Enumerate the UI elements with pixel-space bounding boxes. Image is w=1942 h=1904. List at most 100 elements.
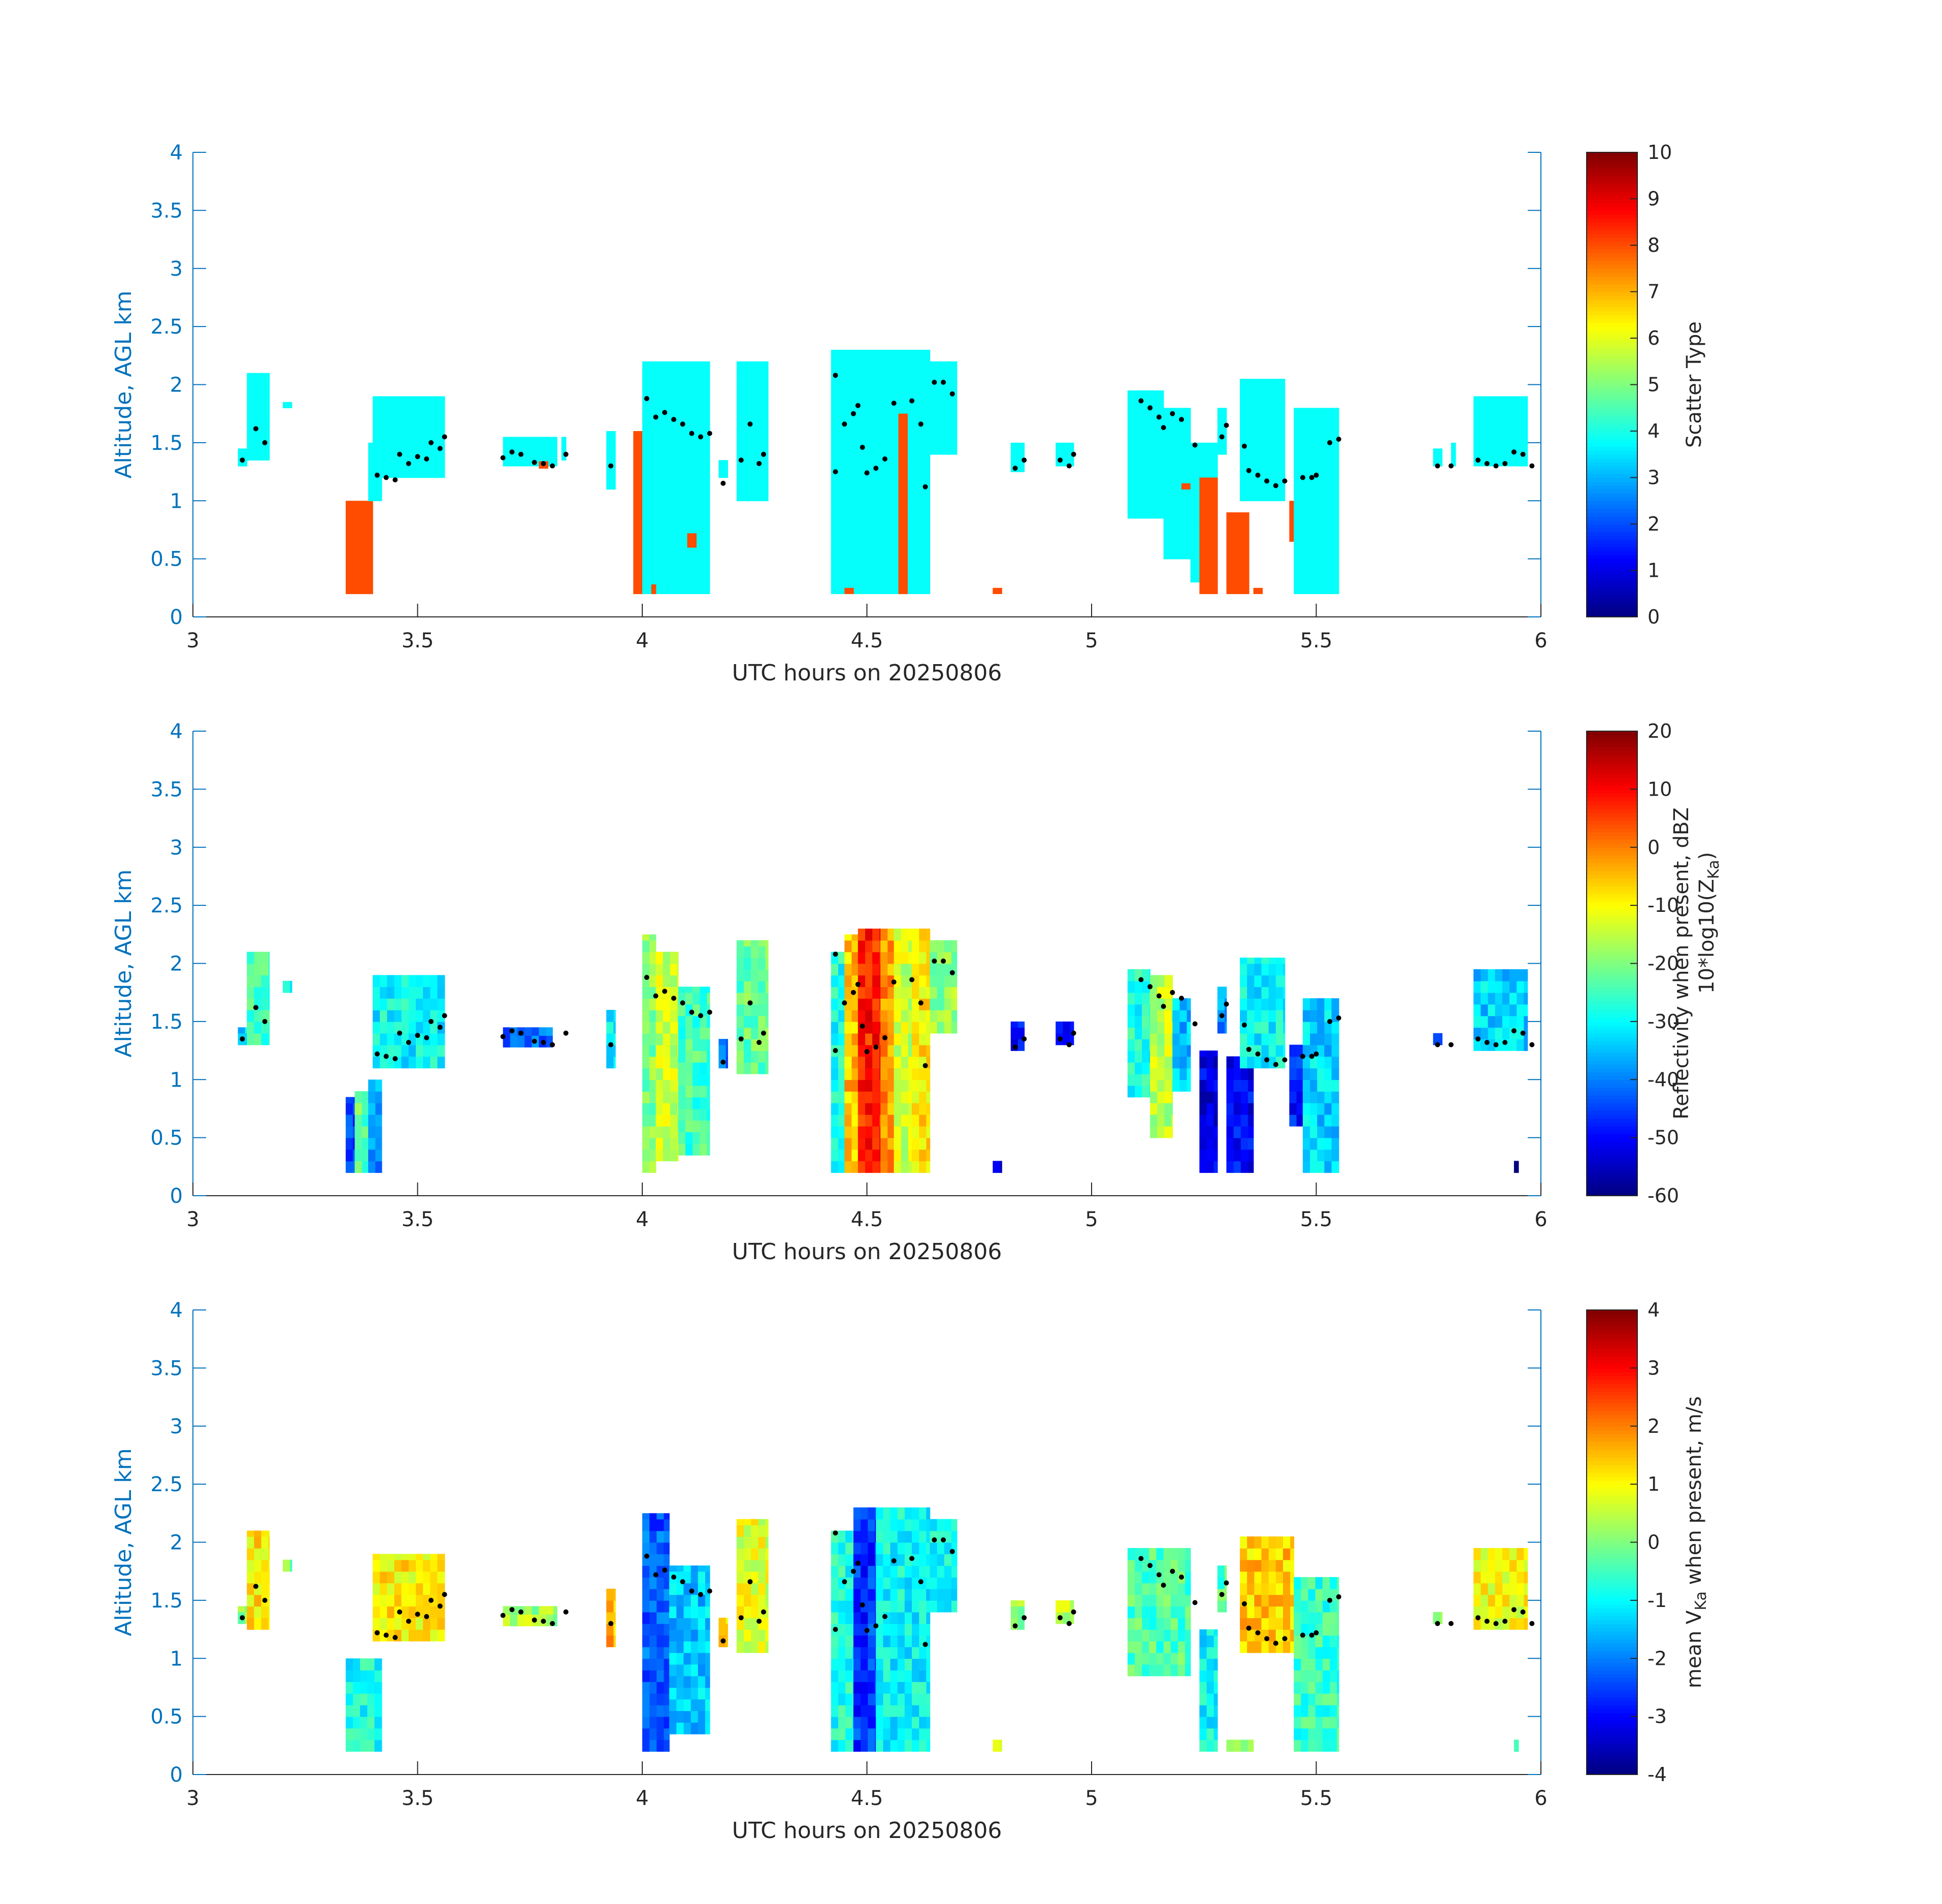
data-cell (367, 1670, 375, 1682)
data-cell (1260, 587, 1263, 594)
data-cell (416, 431, 423, 443)
data-cell (268, 1021, 270, 1034)
colorbar-segment (1587, 392, 1637, 397)
data-cell (838, 501, 846, 513)
data-cell (924, 512, 931, 524)
data-cell (1185, 1640, 1191, 1653)
colorbar-segment (1587, 785, 1637, 790)
data-cell (345, 559, 353, 571)
data-cell (561, 437, 567, 449)
data-cell (852, 373, 861, 385)
data-cell (676, 1606, 684, 1618)
data-cell (1177, 419, 1186, 432)
cloud-base-dot (860, 1024, 865, 1029)
data-cell (685, 512, 693, 524)
cloud-base-dot (833, 469, 838, 475)
x-tick-label: 4.5 (851, 629, 883, 652)
data-cell (664, 1704, 670, 1717)
data-cell (1177, 547, 1186, 560)
data-cell (1247, 1010, 1255, 1022)
data-cell (874, 454, 882, 467)
colorbar-segment (1587, 1592, 1637, 1597)
data-cell (1254, 442, 1262, 455)
data-cell (1171, 998, 1173, 1010)
data-cell (642, 940, 650, 953)
data-cell (765, 940, 769, 946)
data-cell (897, 1716, 905, 1729)
colorbar-segment (1587, 311, 1637, 315)
data-cell (1127, 413, 1135, 426)
colorbar-segment (1587, 1534, 1637, 1539)
data-cell (1127, 1652, 1135, 1665)
y-tick-label: 0.5 (150, 1127, 183, 1150)
data-cell (690, 1664, 699, 1677)
data-cell (881, 570, 889, 583)
data-cell (642, 1647, 650, 1659)
data-cell (919, 1716, 927, 1729)
data-cell (261, 379, 269, 391)
data-cell (677, 1056, 679, 1069)
data-cell (831, 477, 839, 490)
data-cell (930, 1589, 938, 1601)
data-cell (649, 998, 656, 1010)
data-cell (1206, 570, 1214, 583)
data-cell (683, 1652, 692, 1665)
data-cell (1517, 1548, 1525, 1560)
data-cell (401, 419, 409, 432)
data-cell (1240, 1044, 1248, 1057)
data-cell (1177, 1548, 1186, 1560)
cloud-base-dot (873, 1623, 879, 1629)
data-cell (765, 1571, 769, 1584)
data-cell (865, 998, 873, 1010)
data-cell (1247, 1571, 1255, 1584)
colorbar-segment (1587, 1368, 1637, 1372)
data-cell (867, 408, 875, 420)
y-tick-label: 2.5 (150, 894, 183, 917)
y-tick-label: 1 (170, 1647, 183, 1670)
data-cell (751, 1015, 759, 1028)
data-cell (1213, 1704, 1218, 1717)
cloud-base-dot (397, 1609, 403, 1615)
data-cell (872, 928, 880, 941)
cloud-base-dot (1246, 468, 1252, 473)
data-cell (1330, 535, 1338, 548)
data-cell (919, 1658, 927, 1670)
data-cell (1301, 1623, 1309, 1636)
data-cell (1473, 1559, 1482, 1572)
data-cell (1240, 547, 1248, 560)
data-cell (910, 431, 918, 443)
data-cell (1226, 1161, 1234, 1173)
data-cell (838, 1658, 846, 1670)
data-cell (1261, 1571, 1269, 1584)
cloud-base-dot (1529, 1621, 1535, 1626)
data-cell (664, 1577, 670, 1589)
data-cell (1337, 1658, 1339, 1670)
data-cell (1233, 1103, 1241, 1115)
data-cell (690, 1652, 699, 1665)
data-cell (852, 582, 861, 595)
data-cell (373, 1021, 380, 1034)
data-cell (1240, 1618, 1248, 1630)
data-cell (1185, 547, 1191, 560)
data-cell (693, 987, 701, 993)
data-cell (649, 1670, 657, 1682)
data-cell (423, 431, 431, 443)
data-cell (1294, 466, 1302, 478)
colorbar-segment (1587, 1380, 1637, 1384)
cloud-base-dot (1300, 475, 1305, 480)
data-cell (698, 1652, 706, 1665)
data-cell (903, 361, 911, 374)
data-cell (649, 1647, 657, 1659)
data-cell (1275, 1594, 1283, 1607)
colorbar-segment (1587, 613, 1637, 617)
data-cell (875, 1530, 876, 1543)
data-cell (553, 454, 557, 467)
colorbar-segment (1587, 361, 1637, 366)
colorbar-segment (1587, 987, 1637, 991)
data-cell (879, 1149, 881, 1162)
data-cell (642, 1612, 650, 1624)
data-cell (437, 1583, 445, 1595)
data-cell (401, 442, 409, 455)
data-cell (1170, 524, 1178, 536)
data-cell (1488, 1606, 1496, 1618)
